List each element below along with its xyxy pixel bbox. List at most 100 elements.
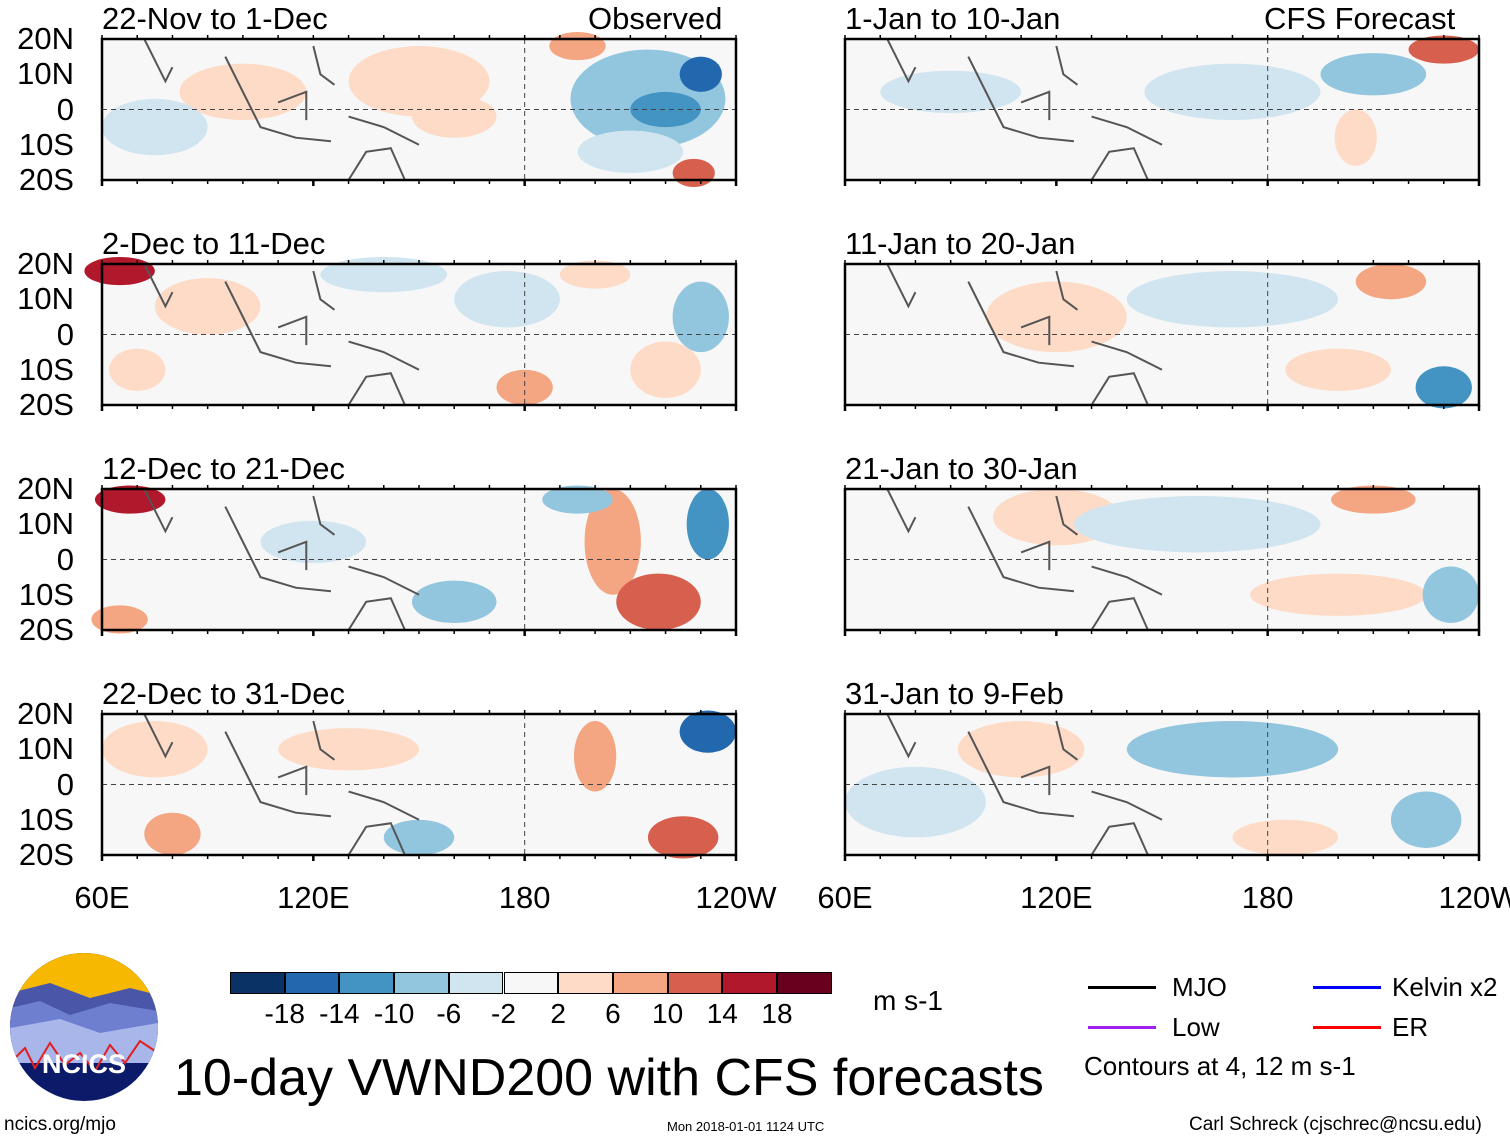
ncics-logo: NCICS	[10, 953, 158, 1101]
anomaly-region	[559, 260, 631, 289]
lat-label: 10S	[18, 351, 74, 387]
lat-label: 20N	[17, 471, 74, 506]
anomaly-region	[1126, 721, 1339, 778]
map-panel	[843, 35, 1481, 186]
figure-title: 10-day VWND200 with CFS forecasts	[174, 1049, 1044, 1107]
anomaly-region	[584, 489, 641, 595]
anomaly-region	[845, 766, 986, 838]
lat-label: 0	[56, 766, 74, 802]
anomaly-region	[573, 721, 617, 792]
anomaly-region	[383, 819, 455, 855]
map-panel	[100, 710, 738, 861]
anomaly-region	[1422, 566, 1479, 623]
anomaly-region	[1334, 109, 1377, 166]
observed-label: Observed	[588, 1, 723, 36]
map-panel	[843, 710, 1481, 861]
map-panel	[91, 485, 738, 636]
colorbar-tick: 18	[761, 998, 793, 1029]
anomaly-region	[154, 278, 261, 335]
anomaly-region	[102, 98, 208, 156]
colorbar-swatch	[448, 972, 504, 994]
lat-label: 10N	[17, 731, 74, 767]
lon-label: 180	[1241, 880, 1294, 915]
colorbar-tick: 6	[605, 998, 621, 1029]
legend-kelvin: Kelvin x2	[1392, 972, 1498, 1002]
lat-label: 0	[56, 316, 74, 352]
map-panel	[100, 31, 738, 188]
anomaly-region	[985, 281, 1127, 353]
anomaly-region	[84, 256, 155, 286]
footer-timestamp: Mon 2018-01-01 1124 UTC	[667, 1119, 825, 1134]
colorbar-swatch	[394, 972, 449, 994]
footer-url[interactable]: ncics.org/mjo	[4, 1114, 116, 1135]
colorbar-swatch	[722, 972, 777, 994]
lat-label: 20S	[18, 612, 74, 647]
lon-label: 120W	[1438, 880, 1510, 915]
anomaly-region	[672, 281, 729, 353]
colorbar-tick: 14	[706, 998, 738, 1029]
lat-label: 10S	[18, 576, 74, 612]
anomaly-region	[542, 485, 613, 514]
lat-label: 10S	[18, 801, 74, 837]
anomaly-region	[91, 605, 148, 634]
colorbar-units: m s-1	[873, 985, 943, 1016]
lon-label: 60E	[74, 880, 130, 915]
anomaly-region	[1144, 63, 1321, 121]
coastline	[143, 713, 420, 856]
panel-title: 2-Dec to 11-Dec	[102, 226, 326, 261]
anomaly-region	[496, 369, 553, 405]
anomaly-region	[1250, 573, 1427, 616]
panel-title: 22-Nov to 1-Dec	[102, 1, 328, 36]
anomaly-region	[1285, 348, 1391, 391]
lat-label: 10N	[17, 56, 74, 92]
lat-label: 20S	[18, 162, 74, 197]
lat-label: 20S	[18, 387, 74, 422]
anomaly-region	[1320, 53, 1427, 96]
lat-label: 10S	[18, 126, 74, 162]
map-panel	[843, 260, 1481, 411]
legend-mjo: MJO	[1172, 972, 1227, 1002]
anomaly-region	[679, 710, 736, 753]
anomaly-region	[454, 271, 560, 328]
anomaly-region	[320, 256, 448, 293]
colorbar-swatch	[230, 972, 285, 994]
logo-text: NCICS	[41, 1049, 126, 1079]
coastline	[886, 488, 1163, 631]
anomaly-region	[630, 91, 701, 128]
panel-title: 31-Jan to 9-Feb	[845, 676, 1064, 711]
forecast-label: CFS Forecast	[1264, 1, 1456, 36]
legend-low: Low	[1172, 1012, 1220, 1042]
anomaly-region	[549, 31, 606, 61]
panel-title: 12-Dec to 21-Dec	[102, 451, 345, 486]
lon-label: 120E	[1020, 880, 1093, 915]
colorbar-tick: -10	[373, 998, 415, 1029]
anomaly-region	[1408, 35, 1479, 64]
lat-label: 20N	[17, 21, 74, 56]
anomaly-region	[411, 95, 497, 138]
anomaly-region	[144, 812, 201, 855]
colorbar-tick: 10	[652, 998, 684, 1029]
colorbar-tick: 2	[550, 998, 566, 1029]
map-panel	[843, 485, 1481, 636]
anomaly-region	[1331, 485, 1416, 514]
lon-label: 120E	[277, 880, 350, 915]
coastline	[143, 38, 420, 181]
colorbar-swatch	[667, 972, 723, 994]
lat-label: 0	[56, 91, 74, 127]
coastline	[886, 38, 1163, 181]
legend-mjo-line	[1088, 986, 1156, 989]
anomaly-region	[647, 816, 719, 859]
anomaly-region	[679, 56, 722, 92]
anomaly-region	[672, 158, 715, 188]
anomaly-region	[102, 721, 208, 778]
legend-er: ER	[1392, 1012, 1429, 1042]
anomaly-region	[1355, 264, 1427, 300]
colorbar-swatch	[558, 972, 613, 994]
anomaly-region	[616, 573, 701, 630]
colorbar-tick: -6	[436, 998, 462, 1029]
colorbar-tick: -2	[491, 998, 516, 1029]
map-panel	[84, 256, 738, 411]
anomaly-region	[1415, 366, 1472, 409]
anomaly-region	[94, 485, 166, 514]
